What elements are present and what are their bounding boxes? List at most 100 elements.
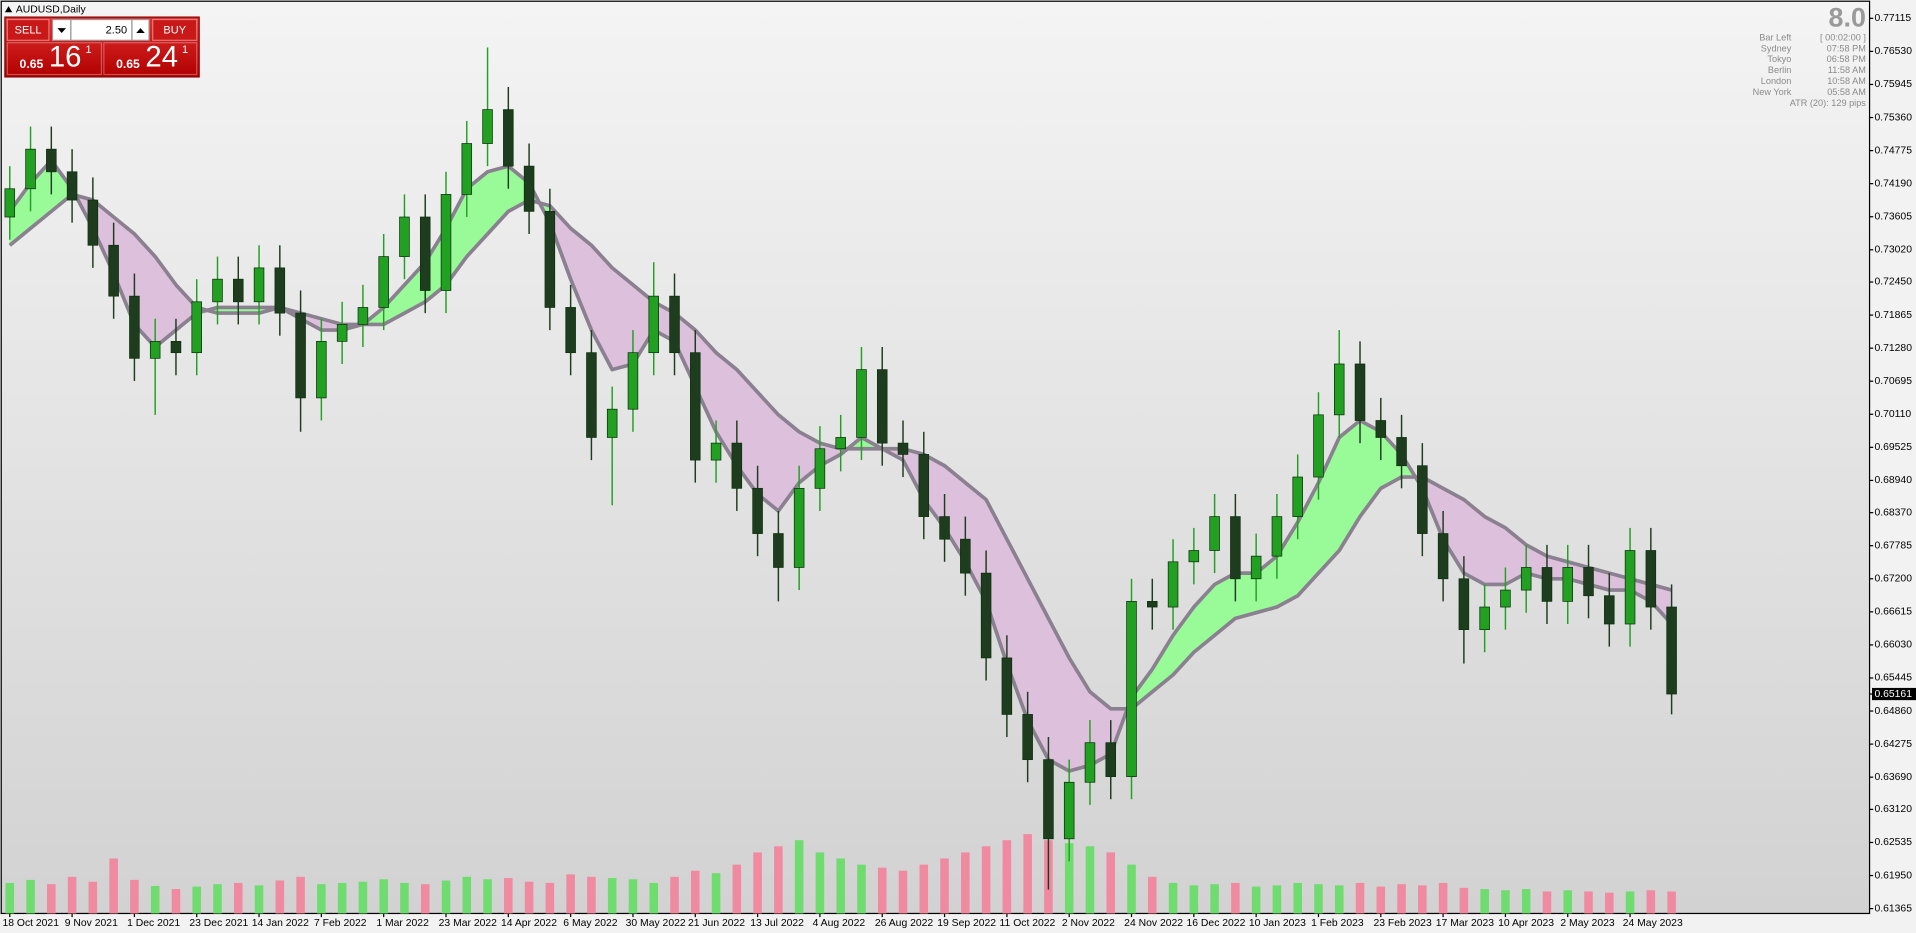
volume-bar xyxy=(1355,882,1365,914)
candle-body xyxy=(1645,550,1657,608)
candle-body xyxy=(25,148,36,190)
volume-bar xyxy=(358,881,368,914)
candle-body xyxy=(1583,567,1594,597)
x-tick-label: 1 Mar 2022 xyxy=(376,918,429,929)
volume-bar xyxy=(1542,891,1552,914)
volume-bar xyxy=(213,884,222,914)
x-tick-label: 19 Sep 2022 xyxy=(937,918,996,929)
y-tick-label: 0.61365 xyxy=(1874,903,1912,914)
y-tick-label: 0.74190 xyxy=(1874,178,1912,189)
candle-body xyxy=(669,295,680,354)
chart-title: AUDUSD,Daily xyxy=(16,5,87,16)
volume-bar xyxy=(794,840,804,914)
candle-body xyxy=(1126,601,1137,777)
candle-body xyxy=(544,210,556,308)
y-tick-label: 0.67200 xyxy=(1874,574,1912,585)
candle-body xyxy=(773,533,784,568)
volume-bar xyxy=(1459,887,1469,914)
candle-body xyxy=(378,256,389,308)
x-tick-label: 1 Feb 2023 xyxy=(1311,918,1364,929)
candle-body xyxy=(1417,465,1428,534)
volume-bar xyxy=(67,876,77,914)
y-tick-label: 0.66030 xyxy=(1874,640,1912,651)
volume-bar xyxy=(524,881,534,914)
candle-body xyxy=(565,307,576,354)
candle-body xyxy=(897,442,909,455)
volume-bar xyxy=(1418,885,1427,914)
volume-layer xyxy=(5,834,1676,914)
session-city: Sydney xyxy=(1761,43,1792,53)
candle-body xyxy=(4,188,16,218)
candle-body xyxy=(1479,606,1490,631)
ma-band xyxy=(1235,572,1257,619)
volume-bar xyxy=(275,880,285,914)
info-value: 8.0 xyxy=(1829,3,1866,33)
candle-body xyxy=(752,487,763,534)
candle-body xyxy=(523,165,535,212)
session-time: 11:58 AM xyxy=(1828,65,1866,75)
y-tick-label: 0.72450 xyxy=(1874,277,1912,288)
candle-body xyxy=(939,516,950,540)
lot-value[interactable]: 2.50 xyxy=(106,24,127,36)
x-tick-label: 13 Jul 2022 xyxy=(750,918,804,929)
volume-bar xyxy=(1584,891,1593,914)
x-tick-label: 18 Oct 2021 xyxy=(2,918,59,929)
buy-label[interactable]: BUY xyxy=(163,24,186,36)
volume-bar xyxy=(1002,840,1012,914)
candle-body xyxy=(316,341,327,399)
candle-body xyxy=(856,369,867,438)
volume-bar xyxy=(1106,852,1116,914)
sell-label[interactable]: SELL xyxy=(15,24,42,36)
candle-body xyxy=(1105,742,1116,777)
candle-body xyxy=(440,194,452,291)
x-tick-label: 9 Nov 2021 xyxy=(65,918,118,929)
y-tick-label: 0.70695 xyxy=(1874,376,1912,387)
volume-bar xyxy=(587,876,596,914)
x-tick-label: 14 Apr 2022 xyxy=(501,918,557,929)
session-time: 07:58 PM xyxy=(1827,43,1866,53)
title-icon xyxy=(4,6,13,13)
trade-panel: SELL 2.50 BUY 0.65 16 1 0.65 24 1 xyxy=(4,16,200,78)
volume-bar xyxy=(483,879,492,914)
x-tick-label: 16 Dec 2022 xyxy=(1187,918,1246,929)
x-tick-label: 23 Mar 2022 xyxy=(439,918,498,929)
volume-bar xyxy=(337,882,347,914)
x-tick-label: 2 May 2023 xyxy=(1560,918,1614,929)
candle-body xyxy=(1520,567,1532,591)
volume-bar xyxy=(420,884,430,914)
session-city: New York xyxy=(1753,87,1792,97)
candle-body xyxy=(419,216,431,291)
candle-body xyxy=(212,278,223,303)
candle-body xyxy=(461,143,473,195)
candle-body xyxy=(1437,533,1449,580)
candle-body xyxy=(336,324,348,342)
ask-box[interactable] xyxy=(103,42,198,76)
volume-bar xyxy=(1168,882,1178,914)
sell-button[interactable] xyxy=(6,18,50,41)
volume-bar xyxy=(1231,882,1240,914)
candle-body xyxy=(586,352,597,438)
candle-body xyxy=(793,487,805,568)
buy-button[interactable] xyxy=(152,18,198,41)
candle-body xyxy=(108,244,119,297)
volume-bar xyxy=(1667,891,1676,914)
volume-bar xyxy=(26,879,35,914)
candle-body xyxy=(1292,476,1303,517)
x-tick-label: 14 Jan 2022 xyxy=(252,918,309,929)
candle-body xyxy=(295,312,306,399)
candle-body xyxy=(1022,714,1033,761)
candle-body xyxy=(1313,414,1324,478)
x-tick-label: 30 May 2022 xyxy=(626,918,686,929)
candle-body xyxy=(1354,363,1366,421)
candle-body xyxy=(1001,657,1013,715)
volume-bar xyxy=(1376,886,1386,914)
session-time: 05:58 AM xyxy=(1827,87,1866,97)
candle-body xyxy=(606,408,618,438)
ask-big-figure: 0.65 xyxy=(116,57,140,71)
x-tick-label: 10 Apr 2023 xyxy=(1498,918,1554,929)
volume-bar xyxy=(753,852,762,914)
volume-bar xyxy=(774,846,783,914)
candle-body xyxy=(918,454,930,517)
session-city: London xyxy=(1761,76,1792,86)
bid-box[interactable] xyxy=(6,42,103,76)
